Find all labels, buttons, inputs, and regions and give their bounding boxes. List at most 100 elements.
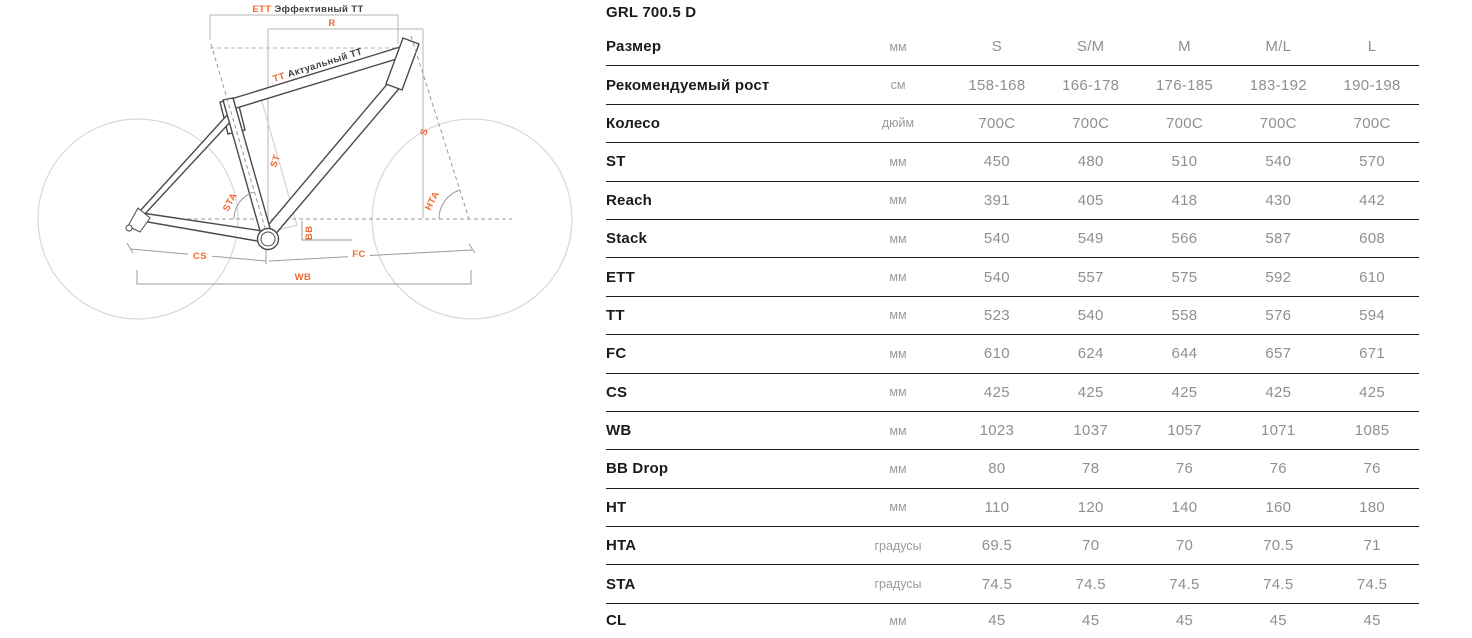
bike-frame-drawing: ETT Эффективный TT R TT Актуальный TT ST… (37, 4, 573, 320)
row-value: 566 (1171, 230, 1198, 248)
row-label: WB (606, 422, 632, 440)
row-unit: мм (889, 154, 907, 169)
table-row: TT мм 523 540 558 576 594 (606, 297, 1419, 336)
row-value: M/L (1265, 38, 1292, 56)
row-value: 74.5 (981, 575, 1013, 593)
row-value: 418 (1171, 191, 1198, 209)
row-label: CS (606, 383, 628, 401)
steering-axis (410, 35, 470, 220)
row-value: 1023 (979, 422, 1015, 440)
bike-geometry-diagram: ETT Эффективный TT R TT Актуальный TT ST… (0, 0, 600, 340)
row-value: 70 (1082, 537, 1100, 555)
table-row: ST мм 450 480 510 540 570 (606, 143, 1419, 182)
table-row: BB Drop мм 80 78 76 76 76 (606, 450, 1419, 489)
row-unit: мм (889, 193, 907, 208)
table-row: Stack мм 540 549 566 587 608 (606, 220, 1419, 259)
row-value: 69.5 (981, 537, 1013, 555)
head-tube (385, 37, 420, 91)
fc-label-backer (348, 247, 370, 260)
row-value: L (1367, 38, 1377, 56)
row-value: 570 (1359, 153, 1386, 171)
row-unit: см (890, 78, 906, 93)
row-value: 540 (983, 230, 1010, 248)
table-row: CS мм 425 425 425 425 425 (606, 374, 1419, 412)
row-value: 576 (1265, 306, 1292, 324)
geometry-spec-table: GRL 700.5 D Размер мм S S/M M M/L L Реко… (606, 0, 1419, 638)
row-value: 74.5 (1263, 575, 1294, 593)
row-value: 700C (1353, 114, 1391, 132)
down-tube (262, 74, 404, 238)
table-row: Reach мм 391 405 418 430 442 (606, 182, 1419, 220)
row-value: S/M (1076, 38, 1105, 56)
row-label: STA (606, 575, 636, 593)
row-value: 610 (1359, 268, 1386, 286)
row-value: 391 (983, 191, 1010, 209)
hta-label: HTA (423, 190, 442, 213)
row-value: 183-192 (1249, 76, 1307, 94)
table-row: HTA градусы 69.5 70 70 70.5 71 (606, 527, 1419, 566)
row-value: 430 (1265, 191, 1292, 209)
table-row: Колесо дюйм 700C 700C 700C 700C 700C (606, 105, 1419, 144)
row-value: 76 (1269, 460, 1287, 478)
row-label: HTA (606, 537, 637, 555)
row-unit: мм (889, 346, 907, 361)
row-value: 74.5 (1356, 575, 1388, 593)
row-value: S (991, 38, 1003, 56)
row-label: ST (606, 153, 626, 171)
row-value: 700C (1072, 114, 1110, 132)
table-row: CL мм 45 45 45 45 45 (606, 604, 1419, 638)
row-value: 70 (1175, 537, 1194, 555)
row-value: 425 (1359, 383, 1386, 401)
st-label: ST (268, 153, 283, 169)
row-unit: градусы (874, 538, 922, 553)
hta-angle-arc (438, 189, 461, 220)
row-value: 110 (984, 498, 1010, 516)
row-unit: мм (889, 613, 907, 628)
seat-tube-axis (210, 43, 269, 239)
row-unit: мм (889, 308, 907, 323)
reach-label: R (328, 18, 335, 29)
wb-label-backer (289, 271, 317, 282)
row-label: CL (606, 612, 627, 630)
row-value: 1085 (1354, 422, 1390, 440)
row-label: ETT (606, 268, 635, 286)
spec-table-rows: Размер мм S S/M M M/L L Рекомендуемый ро… (606, 28, 1419, 638)
row-value: 78 (1082, 460, 1100, 478)
row-unit: мм (889, 385, 907, 400)
fc-label: FC (352, 249, 365, 260)
row-value: 74.5 (1169, 575, 1200, 593)
row-value: 540 (983, 268, 1010, 286)
row-value: 575 (1171, 268, 1198, 286)
row-value: 76 (1363, 460, 1381, 478)
row-value: 71 (1363, 537, 1381, 555)
row-value: 523 (983, 306, 1010, 324)
row-value: 624 (1077, 345, 1104, 363)
row-value: 587 (1265, 230, 1292, 248)
row-unit: мм (889, 423, 907, 438)
ett-label: ETT Эффективный TT (252, 4, 363, 15)
row-value: M (1178, 38, 1191, 56)
s-label: S (418, 127, 431, 137)
table-row: Рекомендуемый рост см 158-168 166-178 17… (606, 66, 1419, 105)
cs-label: CS (193, 251, 207, 262)
row-value: 80 (988, 460, 1006, 478)
row-unit: мм (889, 461, 907, 476)
row-value: 176-185 (1155, 76, 1214, 94)
row-label: Рекомендуемый рост (606, 76, 770, 94)
row-value: 558 (1171, 306, 1198, 324)
row-value: 70.5 (1263, 537, 1294, 555)
row-value: 594 (1359, 306, 1386, 324)
table-row: ETT мм 540 557 575 592 610 (606, 258, 1419, 297)
table-row: FC мм 610 624 644 657 671 (606, 335, 1419, 374)
row-value: 166-178 (1062, 76, 1120, 94)
row-label: BB Drop (606, 460, 669, 478)
row-value: 540 (1265, 153, 1292, 171)
row-value: 74.5 (1075, 575, 1106, 593)
row-label: Reach (606, 191, 653, 209)
table-row: WB мм 1023 1037 1057 1071 1085 (606, 412, 1419, 451)
row-value: 442 (1359, 191, 1386, 209)
row-value: 608 (1359, 230, 1386, 248)
row-value: 610 (983, 345, 1010, 363)
dimension-lines (126, 14, 476, 285)
row-value: 549 (1077, 230, 1104, 248)
